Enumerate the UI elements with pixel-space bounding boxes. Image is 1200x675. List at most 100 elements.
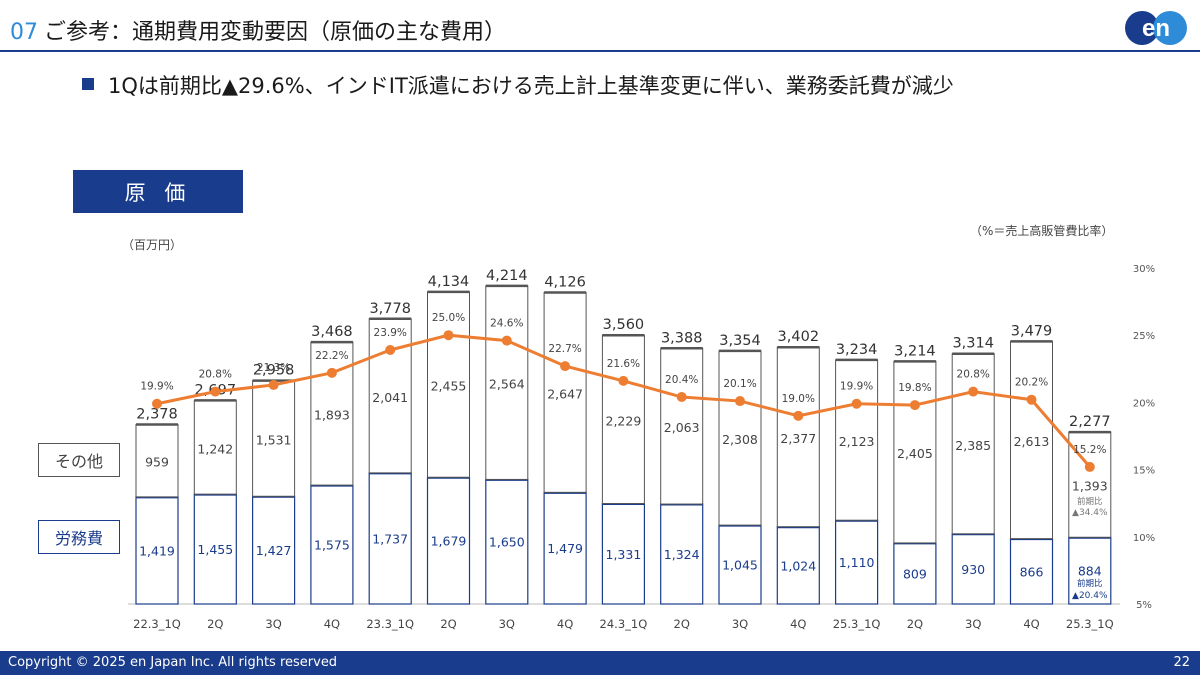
x-axis-tick: 3Q [499,617,515,631]
labor-value-label: 1,427 [256,543,292,558]
ratio-point [443,330,454,341]
x-axis-tick: 3Q [965,617,981,631]
other-value-label: 2,308 [722,432,758,447]
other-value-label: 959 [145,455,169,470]
ratio-label: 24.6% [490,318,523,330]
section-label: 原 価 [73,170,243,213]
ratio-point [735,396,745,407]
right-axis-tick: 30% [1133,264,1155,275]
other-yoy-value: ▲34.4% [1072,508,1108,518]
x-axis-tick: 24.3_1Q [600,617,648,631]
labor-yoy-label: 前期比 [1077,578,1103,589]
ratio-point [968,386,979,397]
ratio-point [676,392,687,403]
bar-labor [601,502,646,605]
total-value-label: 4,126 [544,274,586,290]
ratio-point [560,361,571,372]
ratio-point [210,386,221,397]
footer: Copyright © 2025 en Japan Inc. All right… [0,651,1200,675]
other-value-label: 1,893 [314,408,350,423]
right-axis-tick: 20% [1133,398,1155,409]
ratio-label: 19.9% [840,381,873,393]
ratio-point [1026,394,1037,405]
total-value-label: 3,314 [952,336,994,352]
total-value-label: 4,134 [428,274,470,290]
labor-value-label: 866 [1020,564,1044,579]
legend-labor: 労務費 [38,520,120,554]
ratio-label: 21.3% [257,362,290,374]
total-value-label: 2,277 [1069,414,1111,430]
page-header: 07 ご参考：通期費用変動要因（原価の主な費用） [10,14,506,46]
right-axis-tick: 25% [1133,331,1155,342]
total-value-label: 2,958 [253,363,295,379]
x-axis-tick: 2Q [674,617,690,631]
total-value-label: 3,778 [369,301,411,317]
other-value-label: 2,229 [606,413,642,428]
bar-other [310,341,354,486]
unit-label-left: （百万円） [122,238,183,252]
bar-labor [1068,536,1112,605]
labor-value-label: 1,650 [489,535,525,550]
other-value-label: 2,385 [955,438,991,453]
bar-labor [893,542,937,605]
bar-other [193,399,237,495]
ratio-point [1084,461,1095,472]
ratio-label: 15.2% [1073,444,1106,456]
ratio-point [851,398,862,409]
other-value-label: 1,531 [256,432,292,447]
bar-other [135,423,179,498]
ratio-point [385,344,396,355]
ratio-label: 20.1% [723,378,756,390]
x-axis-tick: 2Q [907,617,923,631]
labor-value-label: 1,024 [780,558,816,573]
labor-value-label: 1,679 [431,534,467,549]
total-value-label: 3,354 [719,333,761,349]
bar-other [1010,340,1053,540]
x-axis-tick: 25.3_1Q [1066,617,1114,631]
total-value-label: 3,402 [778,329,820,345]
ratio-label: 19.9% [140,381,173,393]
bar-labor [718,524,762,605]
x-axis-tick: 22.3_1Q [133,617,181,631]
labor-value-label: 1,479 [547,541,583,556]
ratio-point [268,379,279,390]
labor-value-label: 809 [903,566,927,581]
labor-value-label: 1,455 [197,542,233,557]
header-divider [0,50,1200,52]
ratio-label: 23.9% [374,327,407,339]
bar-labor [485,478,529,605]
labor-value-label: 1,419 [139,543,175,558]
other-value-label: 2,063 [664,420,700,435]
right-axis-tick: 5% [1136,600,1152,611]
labor-value-label: 930 [961,562,985,577]
labor-value-label: 1,110 [839,555,875,570]
bar-other [718,350,762,526]
summary-bullet: 1Qは前期比▲29.6%、インドIT派遣における売上計上基準変更に伴い、業務委託… [82,70,954,100]
page-number: 22 [1173,655,1190,670]
bar-other [485,285,529,480]
bar-other [252,380,296,497]
total-value-label: 3,479 [1011,323,1053,339]
x-axis-tick: 4Q [1023,617,1039,631]
ratio-label: 20.8% [199,369,232,381]
bar-labor [135,496,179,605]
other-value-label: 2,455 [431,379,467,394]
labor-yoy-value: ▲20.4% [1072,591,1108,601]
bar-labor [1009,538,1054,605]
x-axis-tick: 3Q [265,617,281,631]
other-value-label: 2,613 [1014,434,1050,449]
total-value-label: 2,378 [136,406,178,422]
section-number: 07 [10,20,38,45]
ratio-point [152,398,162,409]
bar-other [543,291,587,493]
other-value-label: 2,405 [897,446,933,461]
total-value-label: 3,560 [603,317,645,333]
x-axis-tick: 23.3_1Q [366,617,414,631]
total-value-label: 3,388 [661,330,703,346]
ratio-label: 25.0% [432,312,465,324]
right-axis-tick: 10% [1133,533,1155,544]
total-value-label: 3,234 [836,342,878,358]
bar-labor [660,503,704,605]
other-value-label: 1,393 [1072,479,1108,494]
bar-labor [834,519,879,605]
